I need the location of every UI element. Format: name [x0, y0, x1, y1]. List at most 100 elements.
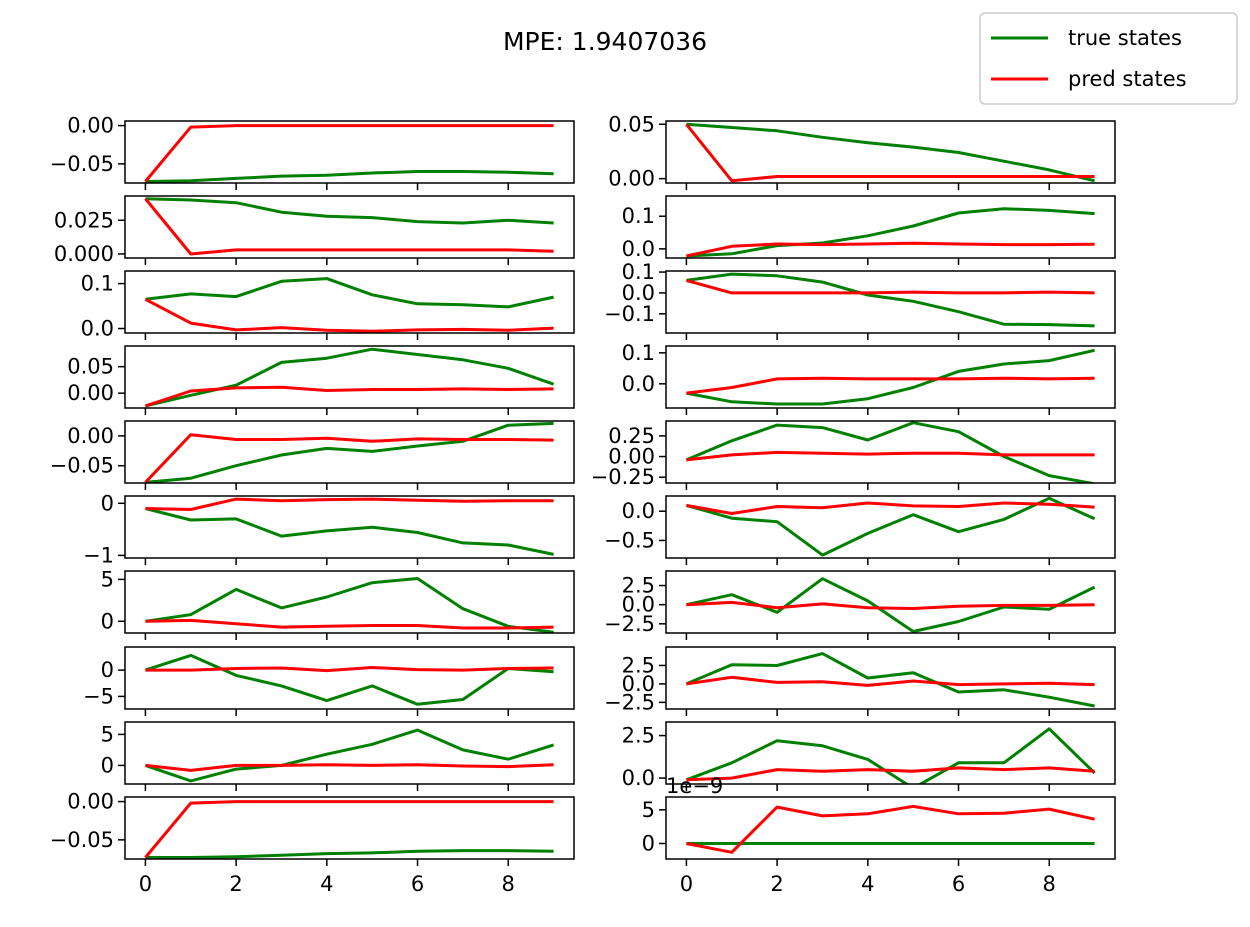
subplot-9-series	[144, 421, 554, 483]
subplot-13-frame	[124, 570, 575, 634]
subplot-12-frame	[665, 495, 1116, 559]
x-tick-label: 2	[770, 872, 783, 896]
y-tick-label: 2.5	[622, 724, 655, 748]
pred-states-line-18	[686, 766, 1095, 782]
true-states-line-15	[144, 653, 554, 706]
true-states-line-10	[685, 421, 1095, 483]
subplot-11-frame	[124, 495, 575, 559]
pred-states-line-13	[145, 618, 554, 630]
y-tick-label: 0.05	[608, 112, 655, 136]
y-tick-label: 0	[101, 658, 114, 682]
legend-frame	[979, 12, 1238, 105]
x-tick-label: 4	[861, 872, 874, 896]
true-states-line-6	[686, 272, 1095, 328]
y-tick-label: 0.0	[622, 237, 655, 261]
subplot-16: 2.50.0−2.5	[604, 646, 1116, 716]
y-tick-label: 0.00	[608, 445, 655, 469]
y-tick-label: 0.00	[67, 381, 114, 405]
y-tick-label: 5	[101, 722, 114, 746]
subplot-13-series	[145, 577, 554, 633]
pred-states-line-16	[686, 675, 1095, 687]
y-tick-label: 2.5	[622, 653, 655, 677]
subplot-11-series	[145, 497, 554, 556]
subplot-7-series	[144, 347, 555, 408]
y-tick-label: −0.5	[604, 528, 655, 552]
pred-states-line-12	[686, 501, 1095, 515]
y-tick-label: 0.00	[67, 790, 114, 814]
x-tick-label: 4	[320, 872, 333, 896]
true-states-line-13	[145, 577, 554, 633]
x-tick-label: 6	[411, 872, 424, 896]
subplot-5-series	[144, 277, 554, 333]
pred-states-line-9	[144, 433, 554, 483]
subplot-19: 0.00 −0.05 0 2 4 6 8	[50, 790, 575, 896]
legend-label-pred: pred states	[1068, 67, 1187, 91]
subplot-4-frame	[665, 195, 1116, 259]
subplot-18-frame	[665, 721, 1116, 785]
subplot-11: 0 −1	[83, 491, 575, 567]
pred-states-line-4	[686, 241, 1095, 258]
subplot-7-frame	[124, 345, 575, 409]
y-tick-label: 0.0	[622, 766, 655, 790]
subplot-10: 0.250.00−0.25	[591, 420, 1116, 490]
subplot-3-frame	[124, 195, 575, 259]
subplot-14: 2.50.0−2.5	[604, 570, 1116, 640]
y-tick-label: 0	[642, 832, 655, 856]
x-tick-label: 0	[139, 872, 152, 896]
y-tick-label: −2.5	[604, 612, 655, 636]
true-states-line-3	[145, 197, 554, 225]
pred-states-line-17	[145, 763, 554, 772]
subplot-6: 0.10.0−0.1	[604, 260, 1116, 340]
y-tick-label: 0.0	[622, 372, 655, 396]
pred-states-line-10	[686, 450, 1095, 462]
true-states-line-19	[145, 849, 554, 859]
subplot-9-frame	[124, 420, 575, 484]
pred-states-line-11	[145, 497, 554, 511]
subplot-3: 0.025 0.000	[54, 195, 575, 266]
x-tick-label: 6	[952, 872, 965, 896]
y-tick-label: 0.1	[622, 341, 655, 365]
x-tick-label: 0	[680, 872, 693, 896]
subplot-15: 0−5	[83, 646, 575, 716]
y-tick-label: −0.05	[50, 828, 114, 852]
subplot-14-frame	[665, 570, 1116, 634]
legend-label-true: true states	[1068, 26, 1182, 50]
subplot-18-series	[685, 727, 1096, 784]
subplot-1-frame	[124, 120, 575, 184]
y-tick-label: 0	[101, 609, 114, 633]
figure-title: MPE: 1.9407036	[503, 27, 707, 56]
true-states-line-18	[685, 727, 1096, 784]
pred-states-line-5	[144, 297, 554, 333]
pred-states-line-3	[144, 197, 554, 256]
pred-states-line-7	[144, 385, 554, 408]
offset-text: 1e−9	[666, 774, 723, 798]
subplot-20-frame	[665, 796, 1116, 860]
pred-states-line-15	[145, 666, 554, 673]
true-states-line-11	[145, 507, 554, 556]
pred-states-line-14	[686, 600, 1095, 610]
subplot-10-frame	[665, 420, 1116, 484]
subplot-7: 0.050.00	[67, 345, 575, 415]
subplot-13: 50	[101, 567, 575, 640]
subplot-2: 0.05 0.00	[608, 112, 1116, 191]
subplot-8-series	[686, 348, 1095, 406]
subplot-3-series	[144, 197, 554, 256]
true-states-line-4	[686, 207, 1095, 258]
y-tick-label: 0.00	[608, 167, 655, 191]
subplot-14-series	[686, 577, 1096, 633]
y-tick-label: 0.1	[81, 272, 114, 296]
subplot-17: 50	[101, 721, 575, 791]
subplot-18: 2.5 0.0	[622, 721, 1116, 791]
subplot-19-frame	[124, 796, 575, 860]
y-tick-label: −0.05	[50, 454, 114, 478]
y-tick-label: 0.0	[622, 672, 655, 696]
subplot-20-series	[686, 804, 1095, 854]
true-states-line-17	[144, 728, 555, 783]
subplot-8-frame	[665, 345, 1116, 409]
true-states-line-8	[686, 348, 1095, 406]
subplot-2-series	[685, 122, 1095, 183]
y-tick-label: 0.0	[81, 317, 114, 341]
pred-states-line-19	[144, 800, 554, 859]
pred-states-line-1	[144, 124, 554, 183]
y-tick-label: −0.05	[50, 152, 114, 176]
